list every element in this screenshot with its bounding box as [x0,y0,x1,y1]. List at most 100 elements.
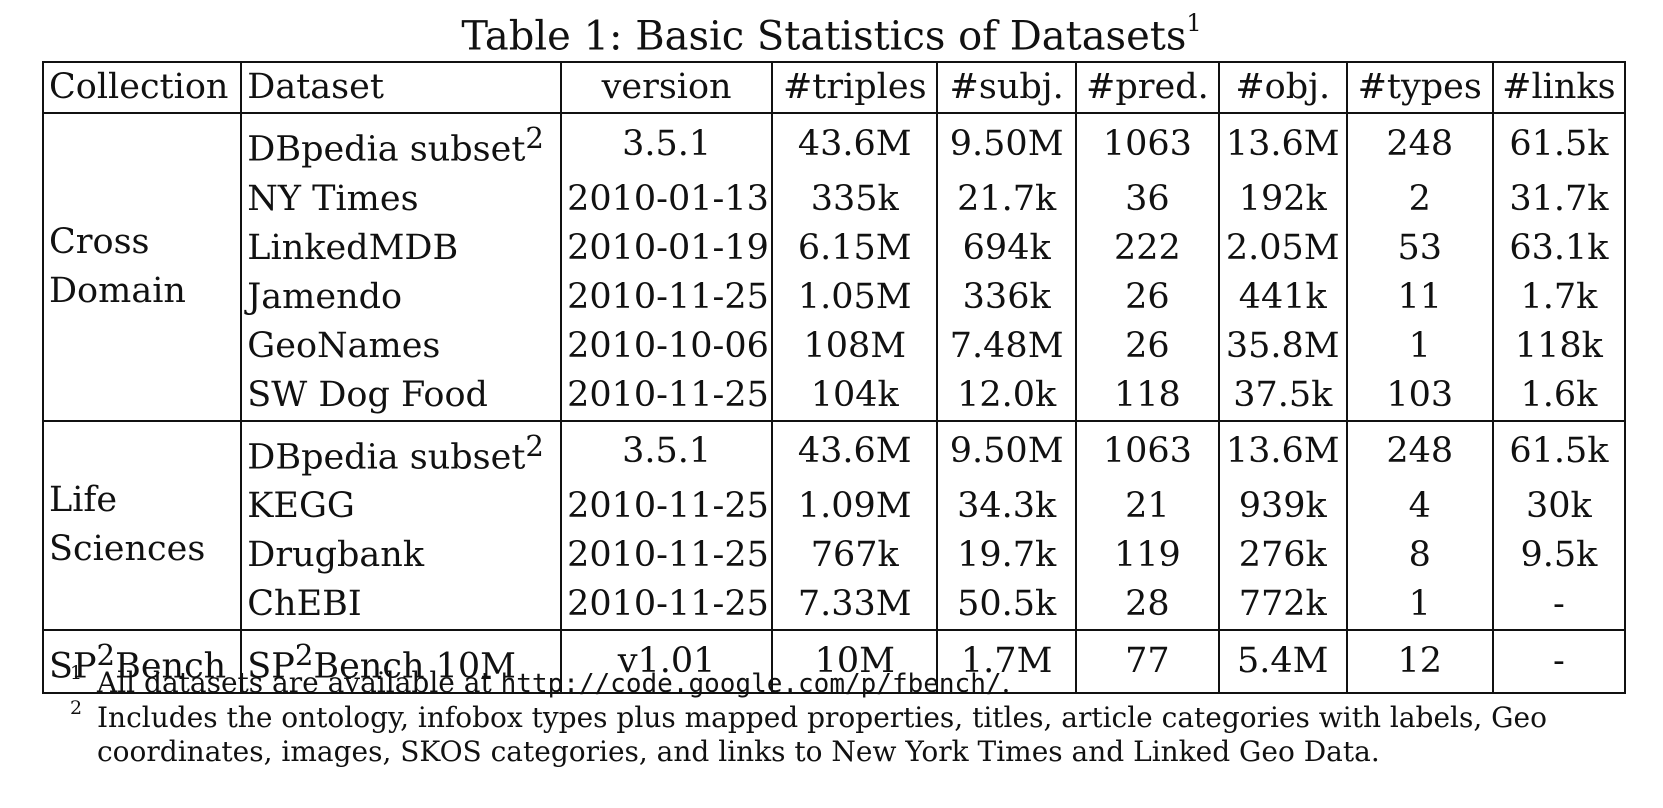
dataset-cell: SW Dog Food [240,370,563,421]
triples-cell: 6.15M [771,223,939,273]
header-types: #types [1345,61,1494,114]
footnote-text: All datasets are available at [97,666,501,699]
version-cell: 2010-11-25 [560,531,774,581]
table-row: KEGG 2010-11-25 1.09M 34.3k 21 939k 4 30… [43,482,1627,532]
objects-cell: 37.5k [1217,370,1348,421]
types-cell: 11 [1345,272,1494,322]
types-cell: 248 [1345,419,1494,483]
footnote-1: 1 All datasets are available at http://c… [70,662,1650,701]
predicates-cell: 118 [1074,370,1220,421]
header-row: Collection Dataset version #triples #sub… [41,61,1627,114]
links-cell: 1.7k [1491,272,1627,322]
header-triples: #triples [771,61,939,114]
dataset-cell: ChEBI [240,580,563,631]
predicates-cell: 36 [1074,174,1220,224]
triples-cell: 10M [771,629,939,693]
links-cell: 1.6k [1491,370,1627,421]
dataset-cell: Jamendo [240,272,563,322]
predicates-cell: 26 [1074,321,1220,371]
predicates-cell: 21 [1074,482,1220,532]
version-cell: 2010-01-13 [560,174,774,224]
subjects-cell: 694k [936,223,1077,273]
header-dataset: Dataset [240,61,563,114]
dataset-cell: SP2Bench 10M [240,629,563,693]
footnote-text: Includes the ontology, infobox types plu… [97,701,1547,768]
version-cell: 2010-11-25 [560,370,774,421]
triples-cell: 104k [771,370,939,421]
table-row: SP2Bench SP2Bench 10M v1.01 10M 1.7M 77 … [41,629,1627,693]
dataset-cell: DBpedia subset2 [240,419,563,483]
table-row: Life Sciences DBpedia subset2 3.5.1 43.6… [41,419,1627,631]
objects-cell: 13.6M [1217,419,1348,483]
subjects-cell: 336k [936,272,1077,322]
objects-cell: 2.05M [1217,223,1348,273]
triples-cell: 1.05M [771,272,939,322]
types-cell: 2 [1345,174,1494,224]
predicates-cell: 28 [1074,580,1220,631]
table-row: LinkedMDB 2010-01-19 6.15M 694k 222 2.05… [43,223,1627,273]
header-links: #links [1491,61,1627,114]
table-row: ChEBI 2010-11-25 7.33M 50.5k 28 772k 1 - [43,580,1627,631]
types-cell: 103 [1345,370,1494,421]
footnote-url: http://code.google.com/p/fbench/ [500,669,1002,699]
predicates-cell: 1063 [1074,419,1220,483]
objects-cell: 276k [1217,531,1348,581]
collection-cell: SP2Bench [41,629,243,693]
objects-cell: 939k [1217,482,1348,532]
header-collection: Collection [41,61,243,114]
predicates-cell: 119 [1074,531,1220,581]
caption-text: Table 1: Basic Statistics of Datasets [461,13,1187,60]
table-row: Drugbank 2010-11-25 767k 19.7k 119 276k … [43,531,1627,581]
objects-cell: 772k [1217,580,1348,631]
types-cell: 53 [1345,223,1494,273]
dataset-cell: GeoNames [240,321,563,371]
types-cell: 4 [1345,482,1494,532]
triples-cell: 335k [771,174,939,224]
dataset-cell: NY Times [240,174,563,224]
types-cell: 8 [1345,531,1494,581]
collection-label-line: Sciences [49,529,206,570]
table-caption: Table 1: Basic Statistics of Datasets1 [0,2,1663,61]
objects-cell: 5.4M [1217,629,1348,693]
footnote-mark: 1 [70,662,83,684]
objects-cell: 441k [1217,272,1348,322]
version-cell: v1.01 [560,629,774,693]
footnote-2: 2 Includes the ontology, infobox types p… [70,697,1650,769]
header-objects: #obj. [1217,61,1348,114]
dataset-cell: Drugbank [240,531,563,581]
types-cell: 1 [1345,321,1494,371]
collection-label-line: Life [49,480,118,521]
subjects-cell: 9.50M [936,419,1077,483]
types-cell: 248 [1345,112,1494,175]
collection-cell: Cross Domain [41,112,243,421]
version-cell: 2010-10-06 [560,321,774,371]
triples-cell: 108M [771,321,939,371]
version-cell: 2010-11-25 [560,482,774,532]
links-cell: 118k [1491,321,1627,371]
table-row: SW Dog Food 2010-11-25 104k 12.0k 118 37… [43,370,1627,421]
predicates-cell: 77 [1074,629,1220,693]
footnote-mark: 2 [70,697,83,719]
links-cell: 31.7k [1491,174,1627,224]
links-cell: 61.5k [1491,419,1627,483]
triples-cell: 43.6M [771,112,939,175]
links-cell: 9.5k [1491,531,1627,581]
dataset-cell: DBpedia subset2 [240,112,563,175]
subjects-cell: 9.50M [936,112,1077,175]
subjects-cell: 50.5k [936,580,1077,631]
version-cell: 3.5.1 [560,112,774,175]
objects-cell: 35.8M [1217,321,1348,371]
table-row: GeoNames 2010-10-06 108M 7.48M 26 35.8M … [43,321,1627,371]
caption-footnote-mark: 1 [1186,9,1202,38]
collection-cell: Life Sciences [41,419,243,631]
types-cell: 1 [1345,580,1494,631]
links-cell: 30k [1491,482,1627,532]
dataset-cell: LinkedMDB [240,223,563,273]
header-version: version [560,61,774,114]
subjects-cell: 19.7k [936,531,1077,581]
subjects-cell: 7.48M [936,321,1077,371]
subjects-cell: 12.0k [936,370,1077,421]
footnotes: 1 All datasets are available at http://c… [70,662,1650,769]
triples-cell: 767k [771,531,939,581]
table-row: Cross Domain DBpedia subset2 3.5.1 43.6M… [41,112,1627,421]
